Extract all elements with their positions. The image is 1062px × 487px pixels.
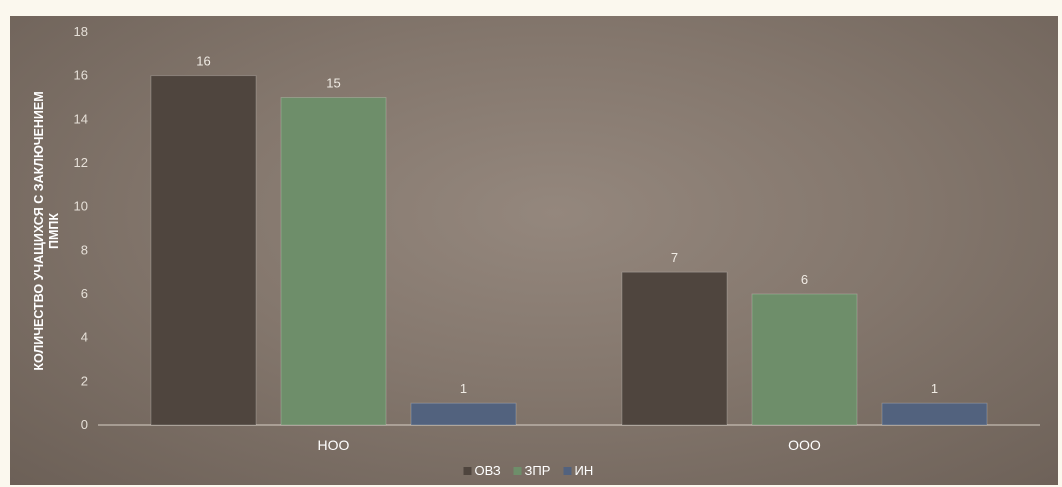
- y-axis-title-line: ПМПК: [47, 213, 61, 249]
- data-label: 16: [196, 54, 210, 69]
- y-tick-label: 16: [74, 68, 88, 83]
- bar-зпр-0: [280, 97, 387, 426]
- y-axis-title: КОЛИЧЕСТВО УЧАЩИХСЯ С ЗАКЛЮЧЕНИЕМПМПК: [32, 91, 61, 370]
- bar-ин-0: [410, 402, 517, 426]
- x-category-label: НОО: [318, 437, 350, 453]
- y-tick-label: 4: [81, 330, 88, 345]
- bar-ин-1: [881, 402, 988, 426]
- data-label: 15: [326, 76, 340, 91]
- y-tick-label: 6: [81, 286, 88, 301]
- bar-овз-0: [150, 75, 257, 426]
- data-label: 1: [931, 381, 938, 396]
- bar-зпр-1: [751, 293, 858, 426]
- data-label: 7: [671, 250, 678, 265]
- chart-area: 0 2 4 6 8 10 12 14 16 18 КОЛИЧЕСТВО УЧАЩИХСЯ С ЗАК…: [10, 16, 1058, 485]
- y-axis-title-line: КОЛИЧЕСТВО УЧАЩИХСЯ С ЗАКЛЮЧЕНИЕМ: [32, 91, 46, 370]
- bar-овз-1: [621, 271, 728, 426]
- legend-swatch: [513, 467, 522, 475]
- legend-label: ИН: [575, 463, 594, 478]
- y-tick-label: 10: [74, 199, 88, 214]
- y-tick-label: 2: [81, 373, 88, 388]
- legend-swatch: [563, 467, 572, 475]
- data-label: 1: [460, 381, 467, 396]
- legend-label: ОВЗ: [475, 463, 501, 478]
- data-label: 6: [801, 272, 808, 287]
- y-tick-label: 0: [81, 417, 88, 432]
- legend-swatch: [463, 467, 472, 475]
- legend-label: ЗПР: [525, 463, 551, 478]
- x-category-label: ООО: [788, 437, 821, 453]
- y-tick-label: 18: [74, 24, 88, 39]
- y-tick-label: 8: [81, 242, 88, 257]
- y-tick-label: 12: [74, 155, 88, 170]
- y-tick-label: 14: [74, 111, 88, 126]
